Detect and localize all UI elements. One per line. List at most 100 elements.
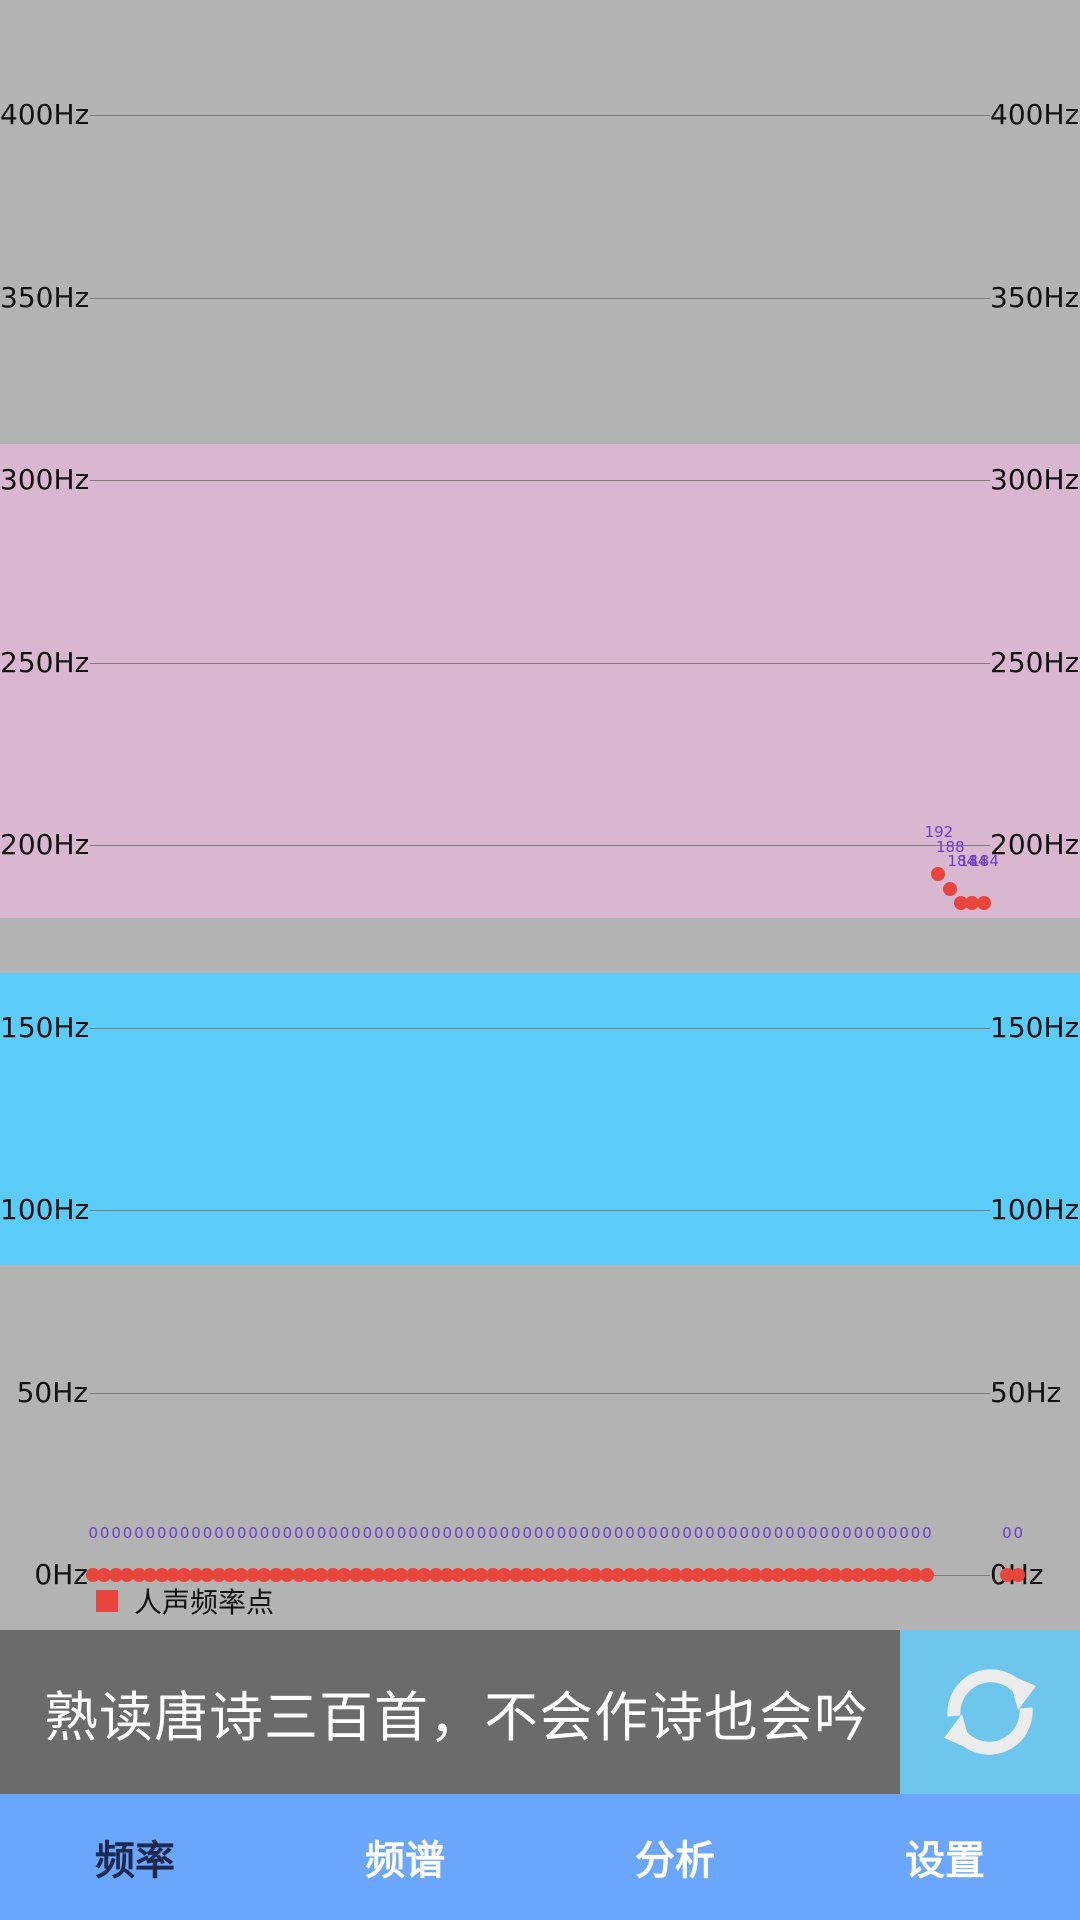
data-point: [588, 1568, 603, 1582]
frequency-band-2: [0, 972, 1080, 1265]
y-tick-label-left: 0Hz: [34, 1558, 88, 1591]
data-label: 0: [396, 1524, 407, 1542]
data-point: [531, 1568, 546, 1582]
data-label: 0: [259, 1524, 270, 1542]
data-point: [382, 1568, 397, 1582]
y-tick-label-left: 50Hz: [16, 1375, 88, 1409]
data-label: 0: [739, 1524, 749, 1542]
data-label: 0: [191, 1524, 201, 1542]
data-label: 0: [465, 1524, 475, 1542]
data-label: 0: [179, 1524, 190, 1542]
data-label: 0: [476, 1524, 487, 1542]
data-label: 0: [168, 1524, 178, 1542]
y-tick-label-right: 100Hz: [990, 1193, 1080, 1226]
data-point: [565, 1568, 580, 1582]
data-label: 0: [853, 1524, 864, 1542]
data-label: 0: [351, 1524, 361, 1542]
tab-frequency[interactable]: 频率: [95, 1838, 175, 1884]
data-point: [97, 1568, 112, 1582]
data-point: [325, 1568, 340, 1582]
data-label: 0: [830, 1524, 841, 1542]
data-point: [360, 1568, 375, 1582]
data-point: [497, 1568, 512, 1582]
data-label: 0: [316, 1524, 327, 1542]
data-point: [577, 1568, 592, 1582]
data-label: 0: [408, 1524, 418, 1542]
y-tick-label-right: 150Hz: [990, 1010, 1080, 1044]
legend-swatch: [96, 1590, 118, 1612]
data-label: 0: [693, 1524, 704, 1542]
quote-text: 熟读唐诗三百首，不会作诗也会吟: [44, 1685, 869, 1749]
data-point: [188, 1568, 203, 1582]
data-point: [919, 1568, 934, 1582]
data-label: 0: [453, 1524, 464, 1542]
data-label: 0: [145, 1524, 156, 1542]
data-label: 0: [876, 1524, 887, 1542]
data-point: [371, 1568, 386, 1582]
data-point: [234, 1568, 249, 1582]
data-point: [394, 1568, 409, 1582]
data-label: 0: [111, 1524, 121, 1542]
data-point: [131, 1568, 146, 1582]
data-point: [143, 1568, 158, 1582]
data-point: [736, 1568, 751, 1582]
data-label: 0: [773, 1524, 784, 1542]
gridline: [90, 1392, 990, 1394]
data-label: 0: [511, 1524, 521, 1542]
y-tick-label-left: 250Hz: [0, 645, 90, 679]
quote-banner: 熟读唐诗三百首，不会作诗也会吟: [0, 1630, 900, 1794]
data-point: [805, 1568, 820, 1582]
data-point: [177, 1568, 192, 1582]
data-label: 0: [362, 1524, 373, 1542]
data-label: 0: [294, 1524, 304, 1542]
y-tick-label-right: 50Hz: [990, 1375, 1062, 1409]
data-label: 0: [648, 1524, 658, 1542]
data-point: [165, 1568, 180, 1582]
data-label: 0: [716, 1524, 727, 1542]
y-tick-label-right: 250Hz: [990, 645, 1080, 679]
data-point: [976, 896, 991, 911]
data-label: 0: [442, 1524, 453, 1542]
data-label: 0: [385, 1524, 395, 1542]
y-tick-label-left: 100Hz: [0, 1193, 90, 1226]
data-label: 0: [842, 1524, 852, 1542]
data-label: 0: [545, 1524, 555, 1542]
data-point: [965, 896, 980, 911]
data-point: [885, 1568, 900, 1582]
refresh-button[interactable]: [900, 1630, 1080, 1794]
data-label: 0: [419, 1524, 430, 1542]
gridline: [90, 662, 990, 664]
data-point: [120, 1568, 135, 1582]
y-tick-label-right: 400Hz: [990, 98, 1080, 131]
data-point: [748, 1568, 763, 1582]
data-point: [599, 1568, 614, 1582]
data-label: 0: [202, 1524, 213, 1542]
data-point: [702, 1568, 717, 1582]
frequency-chart: 0Hz0Hz50Hz50Hz100Hz100Hz150Hz150Hz200Hz2…: [0, 98, 1080, 1619]
data-label: 0: [865, 1524, 875, 1542]
data-label: 0: [579, 1524, 590, 1542]
data-point: [86, 1568, 100, 1582]
y-tick-label-right: 350Hz: [990, 280, 1080, 314]
data-label: 0: [157, 1524, 167, 1542]
data-point: [759, 1568, 774, 1582]
data-label: 0: [488, 1524, 498, 1542]
data-label: 184: [947, 852, 977, 871]
data-label: 0: [750, 1524, 761, 1542]
data-label: 0: [762, 1524, 772, 1542]
tab-spectrum[interactable]: 频谱: [365, 1838, 445, 1884]
tab-settings[interactable]: 设置: [905, 1838, 985, 1884]
data-label: 0: [625, 1524, 635, 1542]
data-point: [280, 1568, 295, 1582]
gridline: [90, 845, 990, 846]
tab-analysis[interactable]: 分析: [635, 1838, 715, 1884]
data-label: 0: [785, 1524, 795, 1542]
data-label: 0: [910, 1524, 921, 1542]
data-label: 0: [682, 1524, 692, 1542]
y-tick-label-left: 150Hz: [0, 1010, 90, 1044]
data-point: [519, 1568, 534, 1582]
data-label: 192: [924, 823, 954, 842]
data-point: [942, 881, 957, 896]
data-label: 0: [122, 1524, 133, 1542]
data-label: 0: [522, 1524, 532, 1542]
